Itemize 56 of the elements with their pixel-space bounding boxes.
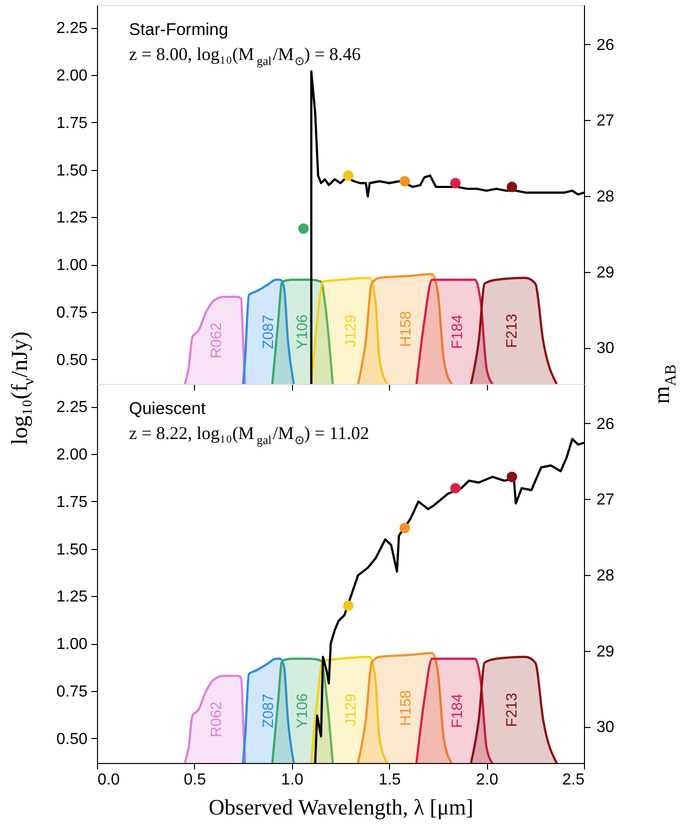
- series-label: J129: [342, 314, 360, 348]
- y2-tick-label: 27: [596, 492, 614, 509]
- y2-tick-label: 30: [596, 340, 614, 358]
- y-tick-label: 1.00: [56, 257, 88, 274]
- series-label: Y106: [294, 314, 311, 350]
- y2-axis-title: mAB: [649, 364, 680, 404]
- x-tick-label: 1.5: [378, 772, 401, 788]
- y-axis-title: log₁₀(fν/nJy): [7, 331, 38, 445]
- series-label: R062: [208, 322, 225, 358]
- y-tick-label: 2.00: [56, 68, 88, 85]
- series-label: R062: [208, 701, 225, 738]
- series-label: Z087: [260, 694, 278, 728]
- series-label: F184: [448, 314, 466, 349]
- y2-tick-label: 28: [596, 188, 614, 206]
- x-tick-label: 0.0: [98, 772, 120, 788]
- series-label: Z087: [260, 314, 278, 349]
- y-tick-label: 1.75: [56, 494, 88, 511]
- y-tick-label: 2.25: [56, 20, 88, 38]
- annotation: Quiescent: [129, 399, 206, 418]
- y-tick-label: 1.50: [56, 162, 88, 180]
- x-tick-label: 2.5: [562, 772, 585, 788]
- series-label: F184: [448, 694, 466, 728]
- y2-tick-label: 30: [596, 719, 614, 736]
- y-tick-label: 1.00: [56, 636, 88, 654]
- y2-tick-label: 26: [596, 36, 614, 54]
- point: [400, 176, 410, 186]
- y-tick-label: 1.25: [56, 588, 88, 606]
- y-tick-label: 1.25: [56, 210, 88, 227]
- series-label: F213: [503, 692, 520, 728]
- annotation: Star-Forming: [129, 20, 228, 39]
- y-tick-label: 0.75: [56, 304, 88, 322]
- x-tick-label: 1.0: [281, 772, 304, 788]
- y-tick-label: 1.75: [56, 114, 88, 132]
- series-label: H158: [397, 311, 414, 347]
- point: [298, 223, 309, 234]
- series-label: H158: [397, 690, 414, 726]
- series-label: J129: [342, 694, 360, 726]
- x-tick-label: 2.0: [476, 772, 498, 788]
- point: [343, 170, 354, 181]
- y-tick-label: 2.25: [56, 399, 88, 416]
- y-tick-label: 0.50: [56, 730, 88, 748]
- y-tick-label: 0.75: [56, 683, 88, 700]
- y-tick-label: 1.50: [56, 541, 88, 558]
- y2-tick-label: 29: [596, 643, 614, 660]
- y-tick-label: 0.50: [56, 352, 88, 369]
- y2-tick-label: 26: [596, 416, 614, 433]
- y2-tick-label: 27: [596, 112, 614, 130]
- y2-tick-label: 29: [596, 264, 614, 282]
- y2-tick-label: 28: [596, 568, 614, 585]
- y-tick-label: 2.00: [56, 446, 88, 464]
- point: [506, 182, 518, 192]
- x-axis-title: Observed Wavelength, λ [μm]: [208, 794, 474, 820]
- x-tick-label: 0.5: [184, 772, 206, 788]
- point: [450, 178, 461, 188]
- series-label: Y106: [294, 693, 311, 728]
- series-label: F213: [503, 314, 520, 348]
